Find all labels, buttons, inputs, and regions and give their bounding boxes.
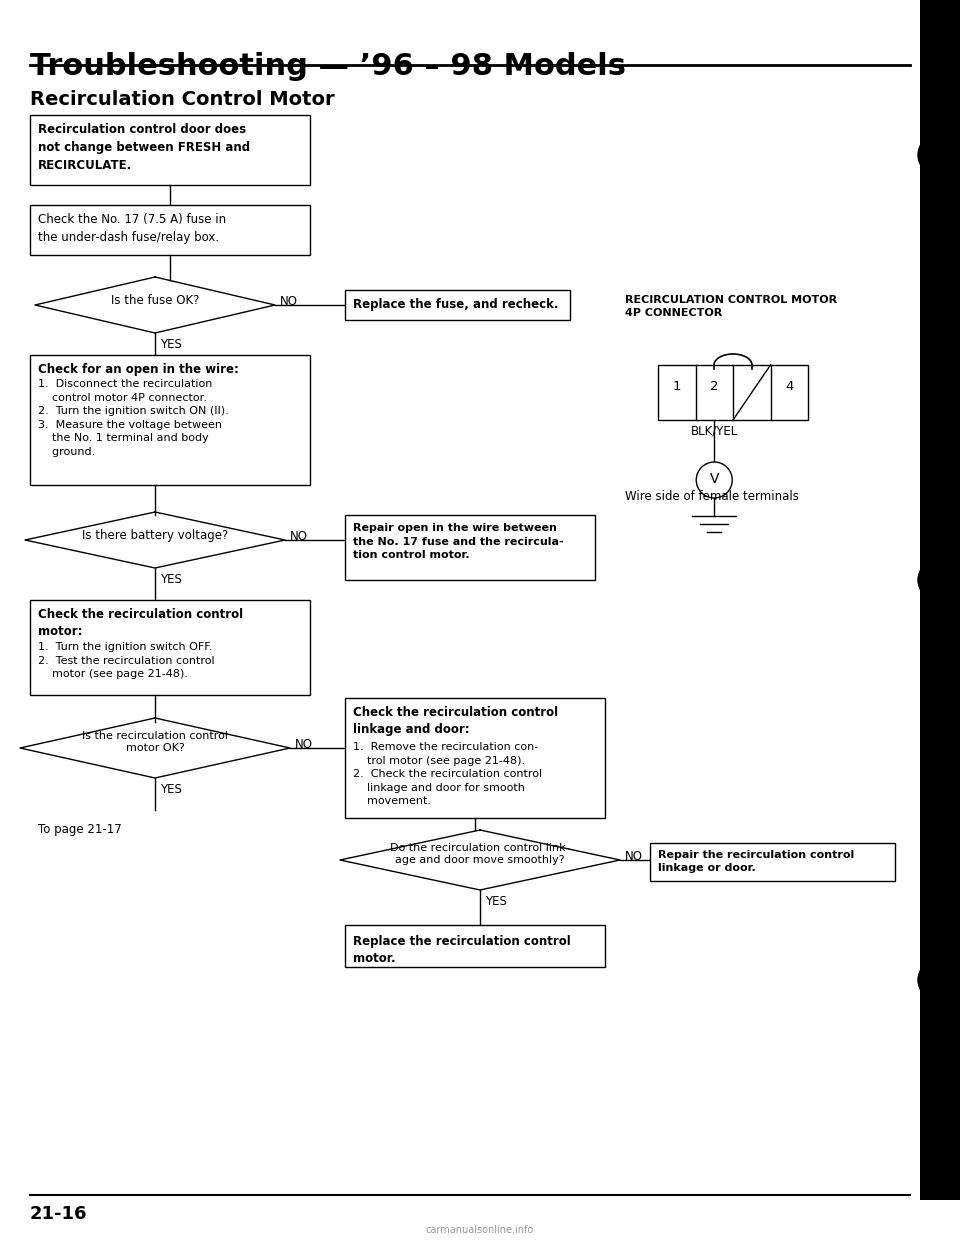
Circle shape xyxy=(918,135,958,175)
Polygon shape xyxy=(25,512,285,568)
Polygon shape xyxy=(35,277,275,333)
Text: Repair open in the wire between
the No. 17 fuse and the recircula-
tion control : Repair open in the wire between the No. … xyxy=(353,523,564,560)
Circle shape xyxy=(918,560,958,600)
Text: Replace the fuse, and recheck.: Replace the fuse, and recheck. xyxy=(353,298,559,310)
Text: NO: NO xyxy=(280,296,298,308)
FancyBboxPatch shape xyxy=(30,355,310,484)
Text: 1.  Turn the ignition switch OFF.
2.  Test the recirculation control
    motor (: 1. Turn the ignition switch OFF. 2. Test… xyxy=(38,642,215,679)
Text: To page 21-17: To page 21-17 xyxy=(38,823,122,836)
Text: 4: 4 xyxy=(785,380,793,394)
FancyBboxPatch shape xyxy=(345,289,570,320)
Text: Wire side of female terminals: Wire side of female terminals xyxy=(625,491,799,503)
Circle shape xyxy=(918,960,958,1000)
FancyBboxPatch shape xyxy=(30,205,310,255)
FancyBboxPatch shape xyxy=(658,365,808,420)
Polygon shape xyxy=(20,718,290,777)
Text: Check the recirculation control
linkage and door:: Check the recirculation control linkage … xyxy=(353,705,558,737)
Text: Is the fuse OK?: Is the fuse OK? xyxy=(110,294,199,308)
Text: Do the recirculation control link-
age and door move smoothly?: Do the recirculation control link- age a… xyxy=(390,843,570,866)
Text: RECIRCULATION CONTROL MOTOR
4P CONNECTOR: RECIRCULATION CONTROL MOTOR 4P CONNECTOR xyxy=(625,296,837,318)
Circle shape xyxy=(696,462,732,498)
Polygon shape xyxy=(340,830,620,891)
Text: V: V xyxy=(709,472,719,486)
Text: Is there battery voltage?: Is there battery voltage? xyxy=(82,529,228,543)
Text: Is the recirculation control
motor OK?: Is the recirculation control motor OK? xyxy=(82,730,228,753)
FancyBboxPatch shape xyxy=(345,698,605,818)
Text: Check the recirculation control
motor:: Check the recirculation control motor: xyxy=(38,609,243,638)
Text: YES: YES xyxy=(485,895,507,908)
FancyBboxPatch shape xyxy=(650,843,895,881)
Text: 1.  Disconnect the recirculation
    control motor 4P connector.
2.  Turn the ig: 1. Disconnect the recirculation control … xyxy=(38,379,228,457)
Text: Replace the recirculation control
motor.: Replace the recirculation control motor. xyxy=(353,935,571,965)
Text: YES: YES xyxy=(160,573,181,586)
FancyBboxPatch shape xyxy=(920,0,960,1200)
Text: Recirculation Control Motor: Recirculation Control Motor xyxy=(30,89,335,109)
Text: 2: 2 xyxy=(710,380,718,394)
Text: BLK/YEL: BLK/YEL xyxy=(690,425,738,438)
Text: carmanualsonline.info: carmanualsonline.info xyxy=(426,1225,534,1235)
Text: Check for an open in the wire:: Check for an open in the wire: xyxy=(38,363,239,376)
FancyBboxPatch shape xyxy=(30,600,310,696)
Text: 1.  Remove the recirculation con-
    trol motor (see page 21-48).
2.  Check the: 1. Remove the recirculation con- trol mo… xyxy=(353,741,542,806)
Text: Recirculation control door does
not change between FRESH and
RECIRCULATE.: Recirculation control door does not chan… xyxy=(38,123,251,171)
Text: YES: YES xyxy=(160,782,181,796)
Text: NO: NO xyxy=(290,530,308,543)
Text: YES: YES xyxy=(160,338,181,351)
Text: NO: NO xyxy=(295,738,313,751)
Text: Repair the recirculation control
linkage or door.: Repair the recirculation control linkage… xyxy=(658,850,854,873)
Text: 1: 1 xyxy=(673,380,681,394)
Text: NO: NO xyxy=(625,850,643,863)
FancyBboxPatch shape xyxy=(30,116,310,185)
Text: 21-16: 21-16 xyxy=(30,1205,87,1223)
Text: Troubleshooting — ’96 – 98 Models: Troubleshooting — ’96 – 98 Models xyxy=(30,52,626,81)
FancyBboxPatch shape xyxy=(345,515,595,580)
FancyBboxPatch shape xyxy=(345,925,605,968)
Text: Check the No. 17 (7.5 A) fuse in
the under-dash fuse/relay box.: Check the No. 17 (7.5 A) fuse in the und… xyxy=(38,212,227,243)
